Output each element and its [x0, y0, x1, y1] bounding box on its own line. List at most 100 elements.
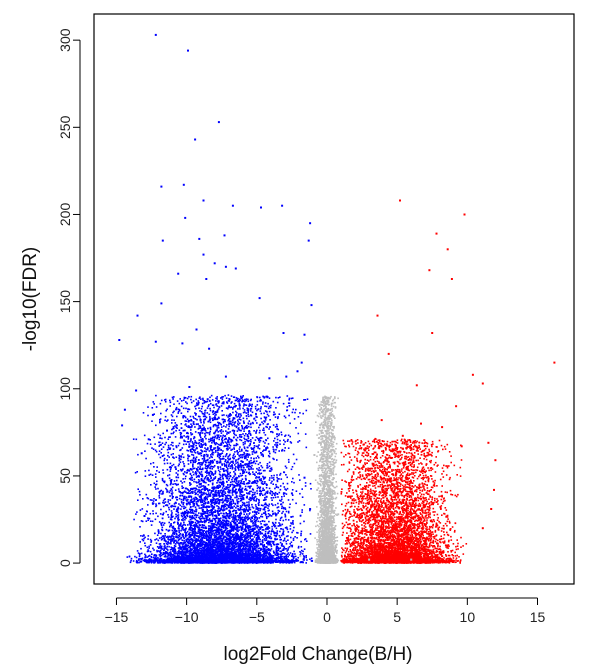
data-point [205, 450, 207, 453]
data-point [259, 410, 262, 412]
data-point [149, 550, 152, 553]
data-point [153, 482, 156, 485]
data-point [299, 492, 301, 495]
data-point [197, 466, 199, 468]
point-cloud [126, 394, 468, 564]
data-point [191, 531, 193, 533]
data-point [257, 463, 260, 466]
data-point [258, 441, 261, 443]
data-point [225, 528, 227, 530]
data-point [166, 535, 169, 538]
data-point [191, 451, 193, 453]
data-point [201, 501, 204, 503]
data-point [224, 505, 227, 508]
data-point [149, 443, 152, 445]
data-point [164, 535, 166, 537]
data-point [246, 504, 248, 506]
data-point [161, 521, 164, 524]
data-point [222, 468, 224, 470]
data-point [190, 461, 192, 464]
data-point [203, 534, 206, 537]
data-point [207, 432, 209, 434]
data-point [157, 487, 159, 490]
data-point [244, 442, 246, 445]
data-point [241, 521, 244, 523]
data-point [200, 517, 203, 520]
data-point [239, 404, 241, 406]
data-point [264, 512, 266, 514]
data-point [239, 422, 241, 425]
data-point [281, 496, 283, 498]
data-point [189, 482, 191, 484]
data-point [229, 491, 231, 494]
data-point [285, 562, 288, 564]
data-point [242, 417, 245, 420]
data-point [248, 517, 250, 519]
data-point [217, 431, 220, 433]
data-point [244, 519, 246, 521]
data-point [139, 541, 141, 543]
data-point [225, 469, 227, 472]
data-point [240, 439, 243, 442]
data-point [244, 488, 247, 490]
data-point [247, 485, 249, 488]
data-point [241, 425, 243, 427]
data-point [179, 546, 182, 548]
data-point [191, 469, 193, 471]
data-point [236, 453, 239, 455]
data-point [214, 476, 217, 478]
data-point [234, 502, 237, 505]
data-point [292, 537, 295, 540]
data-point [265, 550, 267, 552]
data-point [290, 561, 293, 564]
data-point [231, 529, 233, 532]
data-point [147, 406, 149, 408]
data-point [241, 496, 244, 498]
data-point [164, 504, 167, 507]
data-point [206, 516, 208, 518]
data-point [194, 431, 197, 433]
data-point [266, 467, 268, 469]
data-point [204, 467, 207, 469]
data-point [190, 488, 192, 490]
data-point [186, 402, 188, 405]
data-point [253, 445, 256, 447]
data-point [283, 486, 286, 488]
data-point [172, 532, 174, 535]
data-point [225, 442, 228, 444]
data-point [201, 529, 203, 531]
data-point [275, 423, 278, 426]
data-point [243, 504, 246, 507]
data-point [295, 502, 297, 505]
data-point [146, 546, 149, 549]
data-point [192, 544, 195, 547]
data-point [185, 401, 187, 403]
data-point [158, 497, 161, 499]
data-point [194, 521, 197, 524]
data-point [218, 406, 221, 409]
data-point [189, 468, 191, 471]
data-point [178, 529, 180, 532]
data-point [213, 532, 215, 534]
data-point [272, 431, 274, 434]
data-point [251, 542, 253, 545]
data-point [171, 512, 173, 514]
data-point [208, 438, 210, 441]
data-point [207, 525, 210, 527]
data-point [277, 549, 280, 552]
data-point [300, 534, 302, 537]
data-point [258, 499, 260, 502]
data-point [246, 434, 249, 436]
data-point [245, 546, 247, 549]
data-point [228, 490, 231, 493]
data-point [232, 436, 235, 439]
data-point [192, 415, 194, 418]
data-point [151, 447, 153, 449]
data-point [216, 398, 218, 400]
data-point [255, 500, 257, 502]
data-point [186, 503, 188, 506]
data-point [180, 427, 183, 429]
data-point [280, 534, 283, 537]
data-point [180, 480, 182, 482]
data-point [189, 501, 191, 503]
